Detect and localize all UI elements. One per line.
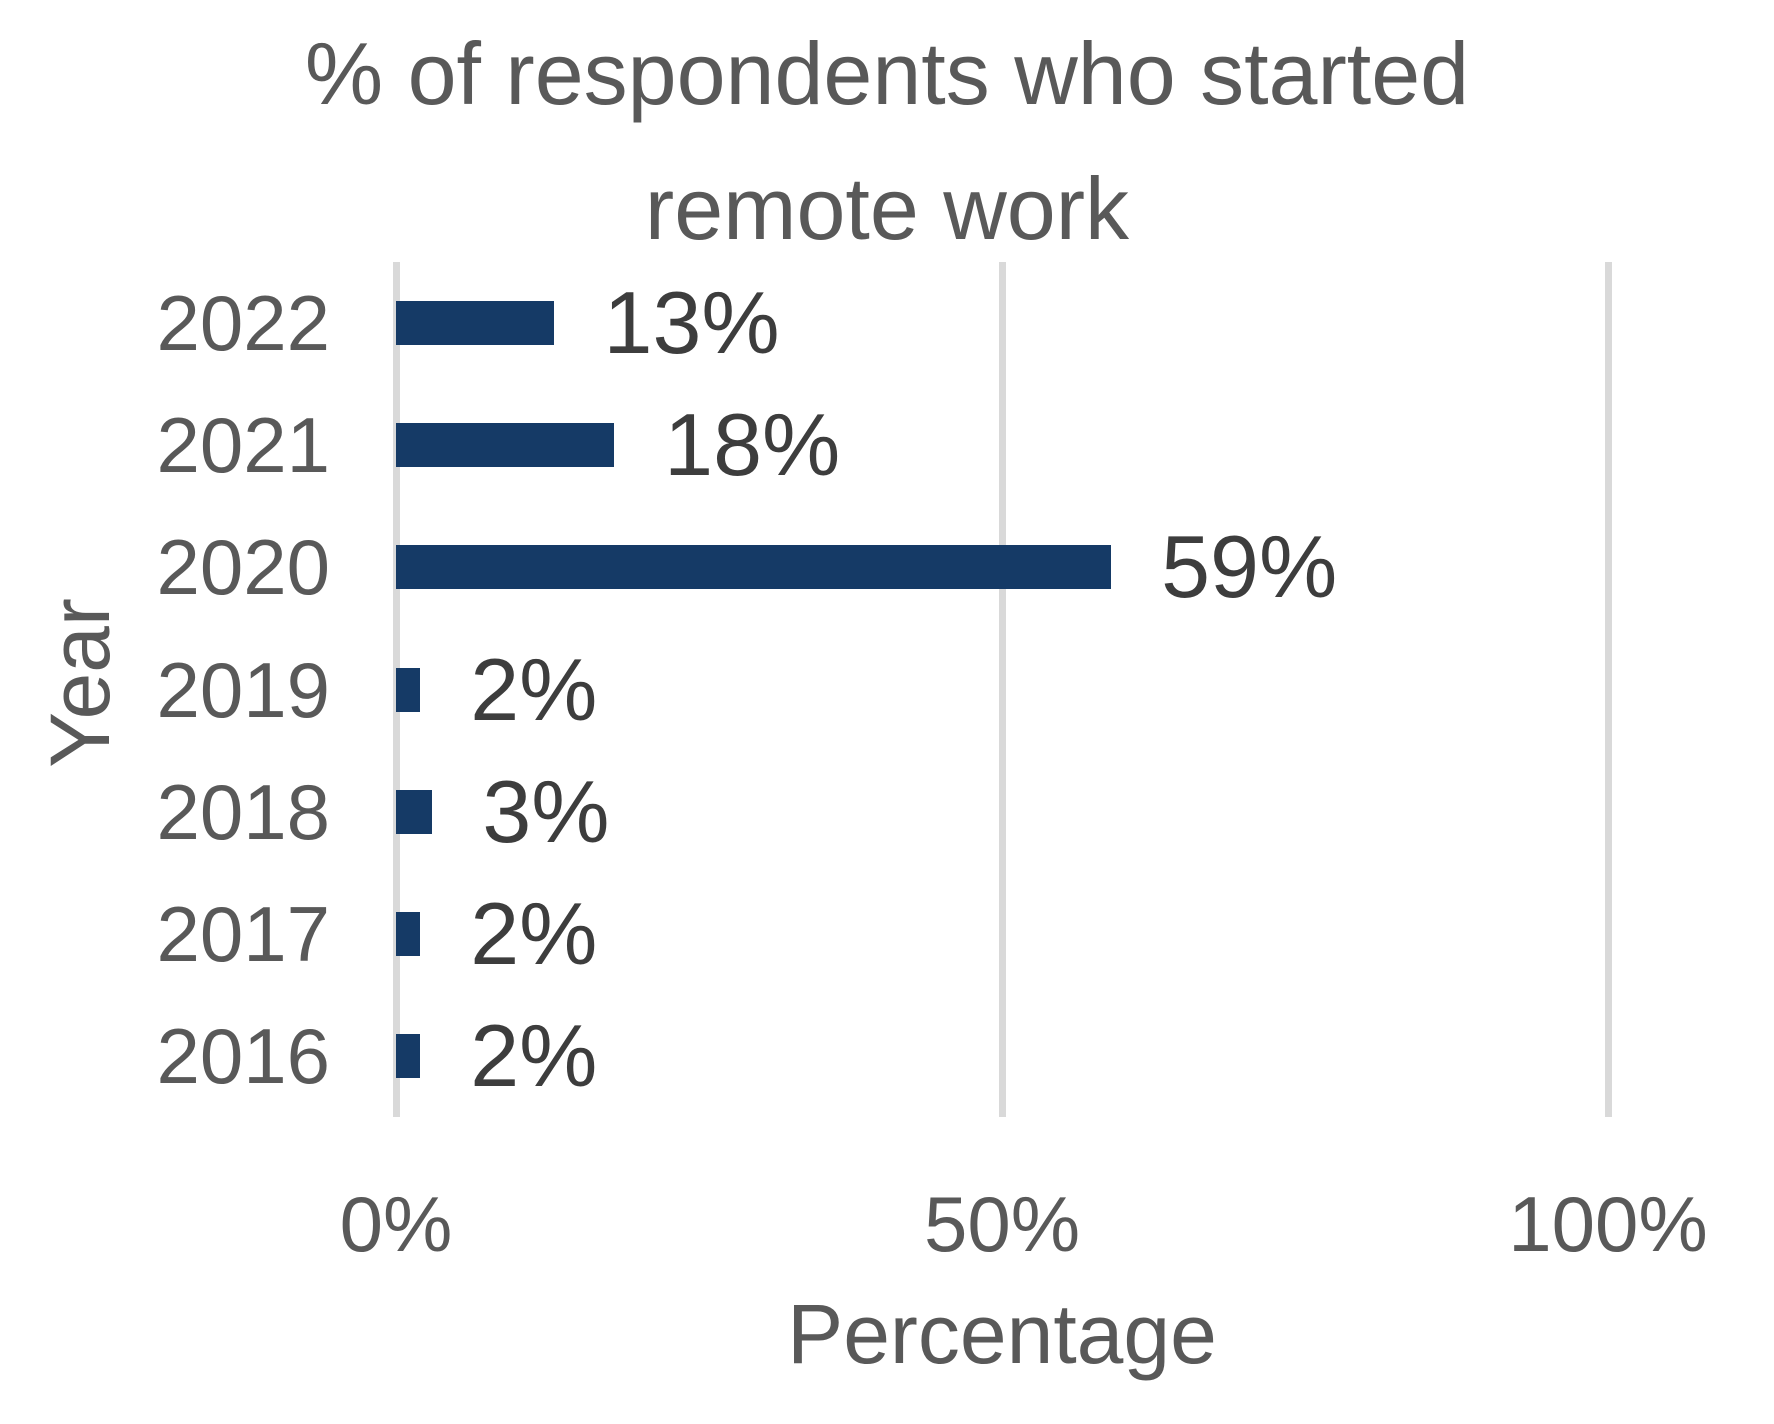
- y-tick-2022: 2022: [156, 279, 330, 368]
- data-label-2017: 2%: [470, 883, 598, 983]
- y-tick-2020: 2020: [156, 523, 330, 612]
- data-label-2021: 18%: [664, 395, 841, 495]
- plot-area: 13% 18% 59% 2% 3% 2% 2%: [392, 262, 1612, 1117]
- y-tick-2017: 2017: [156, 889, 330, 978]
- bar-2019: [396, 667, 421, 712]
- y-tick-2018: 2018: [156, 767, 330, 856]
- bar-2021: [396, 423, 615, 468]
- bar-2018: [396, 789, 433, 834]
- gridline-50%: [998, 262, 1006, 1117]
- bar-2016: [396, 1033, 421, 1078]
- chart-title-line-1: % of respondents who started: [304, 24, 1470, 123]
- y-tick-2019: 2019: [156, 645, 330, 734]
- x-tick-100%: 100%: [1508, 1180, 1708, 1268]
- chart-title-line-2: remote work: [644, 159, 1130, 258]
- chart-title: % of respondents who started remote work: [0, 6, 1774, 276]
- x-tick-0%: 0%: [339, 1180, 453, 1268]
- bar-2020: [396, 545, 1112, 590]
- x-tick-50%: 50%: [923, 1180, 1081, 1268]
- x-axis-title: Percentage: [787, 1287, 1217, 1381]
- y-tick-2016: 2016: [156, 1011, 330, 1100]
- data-label-2016: 2%: [470, 1005, 598, 1105]
- bar-2022: [396, 301, 554, 346]
- y-tick-2021: 2021: [156, 401, 330, 490]
- bar-2017: [396, 911, 421, 956]
- data-label-2019: 2%: [470, 639, 598, 739]
- data-label-2020: 59%: [1161, 517, 1338, 617]
- data-label-2018: 3%: [482, 761, 610, 861]
- gridline-100%: [1604, 262, 1612, 1117]
- data-label-2022: 13%: [603, 273, 780, 373]
